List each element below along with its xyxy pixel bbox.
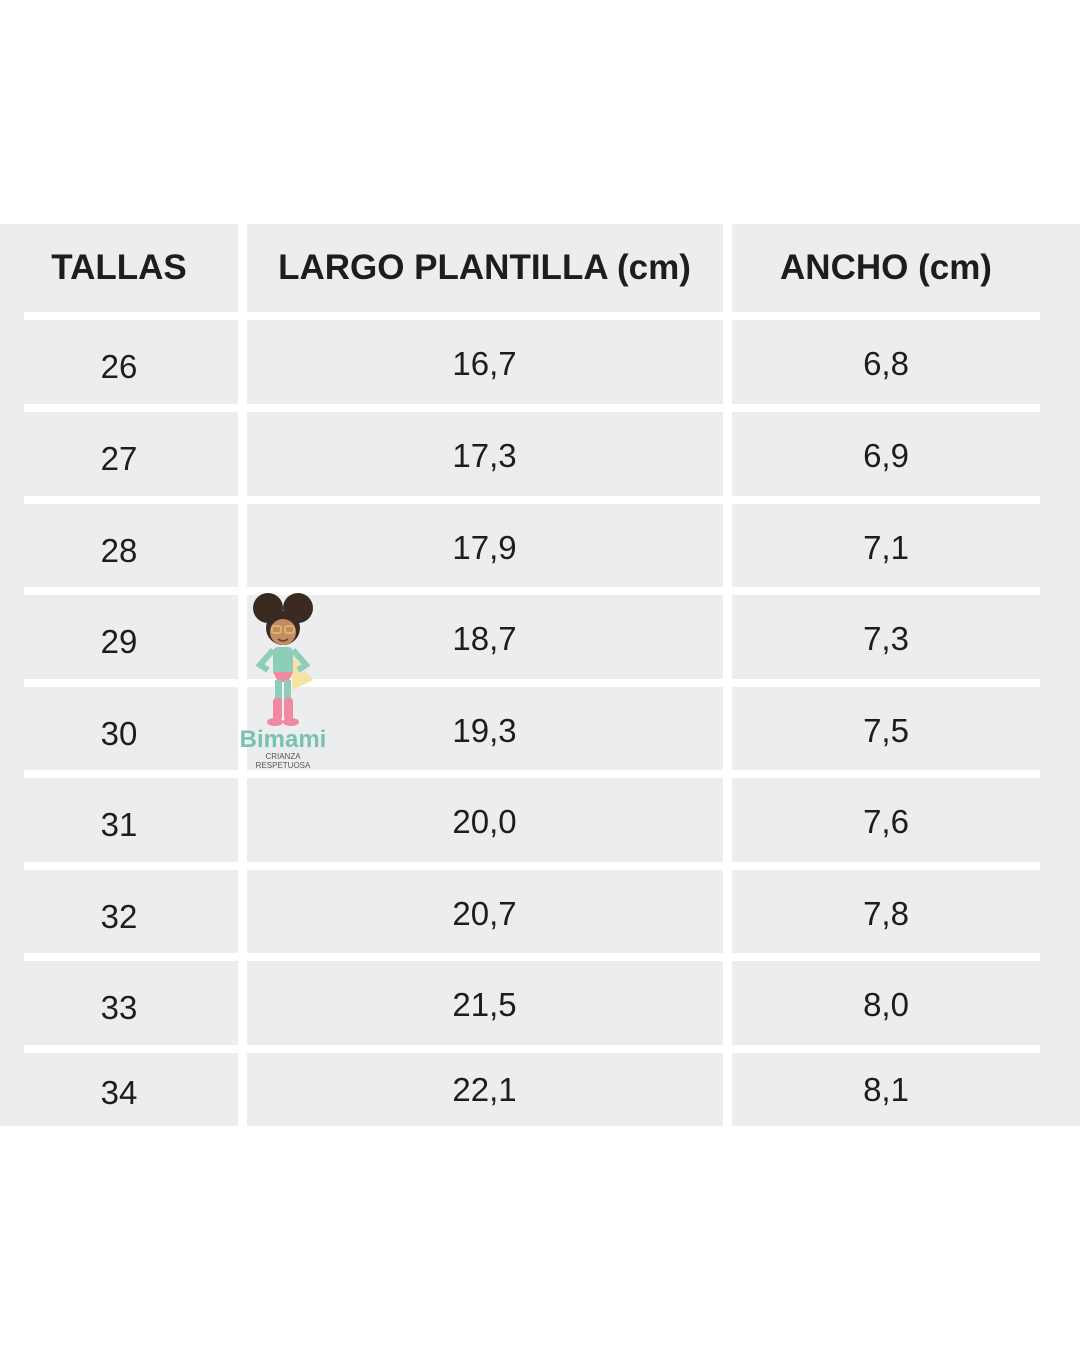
width-cell: 7,3	[863, 620, 909, 657]
row-divider	[24, 312, 1040, 320]
column-header: TALLAS	[51, 248, 187, 287]
row-divider	[24, 770, 1040, 778]
size-cell: 34	[100, 1073, 138, 1111]
row-divider	[24, 496, 1040, 504]
insole-length-cell: 22,1	[452, 1070, 517, 1108]
insole-length-cell: 17,9	[452, 529, 517, 566]
width-cell: 7,8	[863, 895, 909, 932]
bimami-logo: Bimami CRIANZA RESPETUOSA	[238, 590, 328, 770]
column-header: ANCHO (cm)	[780, 248, 992, 287]
row-divider	[24, 862, 1040, 870]
size-cell: 33	[100, 989, 138, 1026]
insole-length-cell: 19,3	[452, 712, 517, 749]
size-cell: 27	[100, 440, 138, 477]
logo-tagline: CRIANZA RESPETUOSA	[255, 752, 311, 770]
row-divider	[24, 679, 1040, 687]
column-divider	[238, 224, 247, 1126]
size-cell: 32	[100, 898, 138, 935]
superhero-girl-illustration	[253, 593, 313, 726]
insole-length-cell: 17,3	[452, 437, 517, 474]
width-cell: 6,9	[863, 437, 909, 474]
size-cell: 30	[100, 715, 138, 752]
width-cell: 8,0	[863, 986, 909, 1023]
size-chart-table: TALLAS LARGO PLANTILLA (cm) ANCHO (cm) 26 16…	[0, 224, 1080, 1126]
row-divider	[24, 404, 1040, 412]
insole-length-cell: 18,7	[452, 620, 517, 657]
width-cell: 7,5	[863, 712, 909, 749]
column-header: LARGO PLANTILLA (cm)	[278, 248, 691, 287]
size-cell: 31	[100, 806, 138, 843]
column-divider	[723, 224, 732, 1126]
insole-length-cell: 21,5	[452, 986, 517, 1023]
row-divider	[24, 587, 1040, 595]
logo-wordmark: Bimami	[239, 726, 327, 753]
size-cell: 29	[100, 623, 138, 660]
insole-length-cell: 16,7	[452, 345, 517, 382]
width-cell: 7,6	[863, 803, 909, 840]
insole-length-cell: 20,0	[452, 803, 517, 840]
width-cell: 6,8	[863, 345, 909, 382]
width-cell: 8,1	[863, 1070, 909, 1108]
insole-length-cell: 20,7	[452, 895, 517, 932]
size-cell: 26	[100, 348, 138, 385]
row-divider	[24, 1045, 1040, 1053]
row-divider	[24, 953, 1040, 961]
width-cell: 7,1	[863, 529, 909, 566]
size-cell: 28	[100, 532, 138, 569]
